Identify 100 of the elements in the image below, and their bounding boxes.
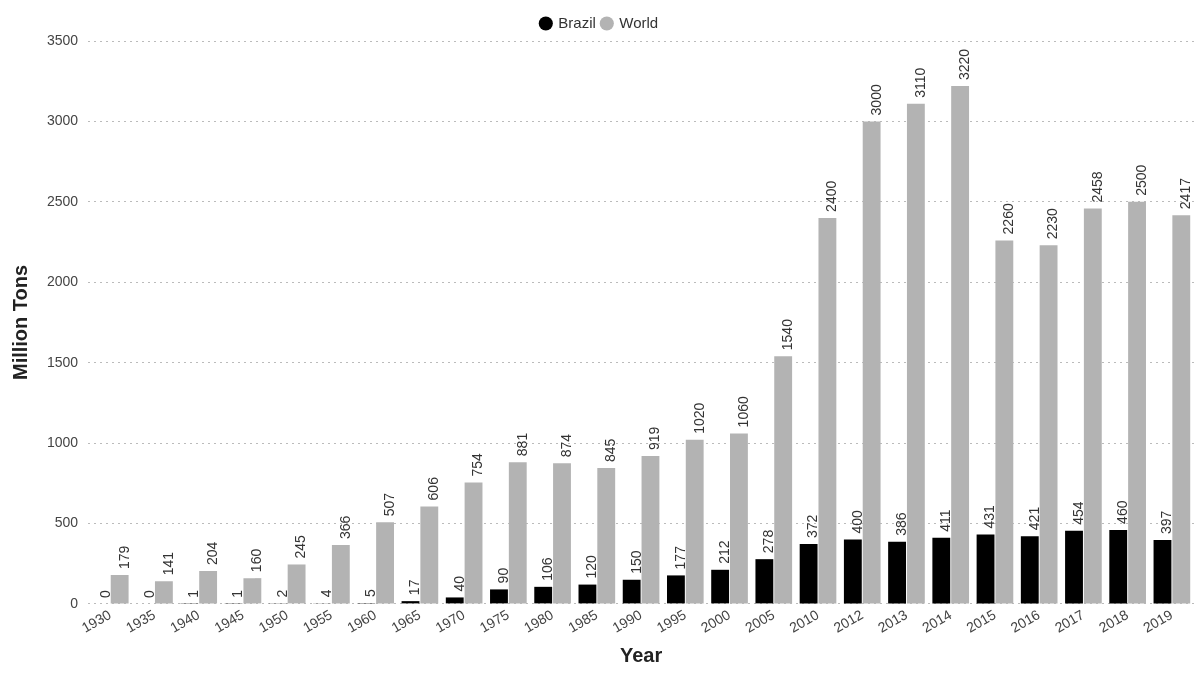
bar [755,559,774,604]
x-tick-label: 2018 [1096,606,1132,636]
data-label: 3110 [911,67,928,98]
x-tick-label: 2000 [698,606,734,636]
x-tick-label: 2016 [1007,606,1043,636]
x-tick-label: 1980 [521,606,557,636]
legend-label: Brazil [558,13,596,31]
data-label: 177 [671,545,688,570]
data-label: 397 [1158,510,1175,535]
data-label: 3000 [867,84,884,116]
data-label: 4 [317,589,334,598]
bar [976,534,995,604]
data-label: 881 [513,432,530,457]
y-tick-label: 0 [70,594,79,611]
y-axis-title: Million Tons [8,264,31,381]
x-tick-label: 1940 [167,606,203,636]
data-label: 3220 [955,48,972,81]
x-tick-label: 1970 [432,606,468,636]
data-label: 2458 [1088,171,1105,203]
x-tick-label: 2015 [963,606,999,636]
x-tick-label: 2010 [786,606,822,636]
legend-label: World [619,13,659,31]
bar [534,586,553,604]
y-tick-label: 1000 [46,433,79,450]
data-label: 120 [583,555,600,579]
x-tick-label: 2005 [742,606,778,636]
data-label: 606 [425,476,442,501]
y-tick-label: 2500 [46,192,79,209]
data-label: 366 [336,515,353,540]
data-label: 1 [229,589,246,598]
x-tick-label: 1930 [78,606,114,636]
x-tick-label: 1990 [609,606,645,636]
data-label: 411 [937,509,954,532]
x-tick-label: 2014 [919,606,955,636]
x-tick-label: 1965 [388,606,424,636]
data-label: 754 [469,453,486,477]
data-label: 1060 [734,396,751,428]
x-tick-label: 2019 [1140,606,1176,636]
bar [711,569,730,604]
x-tick-label: 1945 [211,606,247,636]
data-label: 212 [716,540,732,564]
y-tick-label: 3000 [46,112,79,129]
bar [622,579,641,604]
data-label: 5 [362,589,379,598]
bar [888,541,907,604]
data-label: 845 [602,438,619,462]
bar [1109,529,1128,604]
data-label: 421 [1025,506,1042,531]
x-tick-label: 2012 [830,606,866,636]
y-tick-label: 2000 [46,273,79,290]
data-label: 2500 [1132,164,1149,196]
data-label: 1 [185,589,202,598]
y-tick-label: 1500 [46,353,79,370]
data-label: 90 [494,567,511,584]
data-label: 0 [140,589,157,598]
bar [1020,536,1039,604]
data-label: 2230 [1044,207,1061,240]
data-label: 2400 [823,180,840,212]
data-label: 454 [1069,501,1086,525]
y-tick-label: 3500 [46,31,79,48]
bar [666,575,685,604]
data-label: 2 [273,589,290,598]
bar [445,597,464,604]
data-label: 400 [848,509,865,534]
data-label: 106 [539,557,556,581]
data-label: 150 [627,550,644,574]
x-tick-label: 2013 [874,606,911,636]
x-tick-label: 1995 [653,606,689,636]
data-label: 160 [248,548,265,573]
data-label: 17 [406,579,423,596]
x-tick-label: 1985 [565,606,601,636]
data-label: 278 [760,529,777,554]
x-tick-label: 1960 [344,606,380,636]
x-tick-label: 1975 [476,606,512,636]
bar [843,539,862,604]
x-tick-label: 1950 [255,606,291,636]
data-label: 386 [892,512,909,536]
data-label: 2417 [1177,177,1194,210]
bar [1153,540,1172,604]
x-tick-label: 2017 [1051,606,1088,636]
bar [932,537,951,604]
data-label: 0 [96,589,113,598]
data-label: 372 [804,514,821,539]
data-label: 431 [981,504,998,529]
data-label: 460 [1114,500,1131,524]
y-tick-label: 500 [54,514,79,531]
data-label: 141 [159,551,176,576]
data-label: 204 [203,541,220,566]
bar [1065,530,1083,604]
data-label: 40 [450,575,467,592]
data-label: 507 [380,492,397,517]
data-label: 179 [115,545,132,570]
data-label: 1020 [690,402,707,434]
data-label: 1540 [779,318,796,351]
bar [578,584,597,604]
x-tick-label: 1935 [122,606,159,636]
data-label: 2260 [1000,203,1017,235]
data-label: 874 [557,433,574,458]
data-label: 245 [292,534,309,559]
x-tick-label: 1955 [299,606,336,636]
